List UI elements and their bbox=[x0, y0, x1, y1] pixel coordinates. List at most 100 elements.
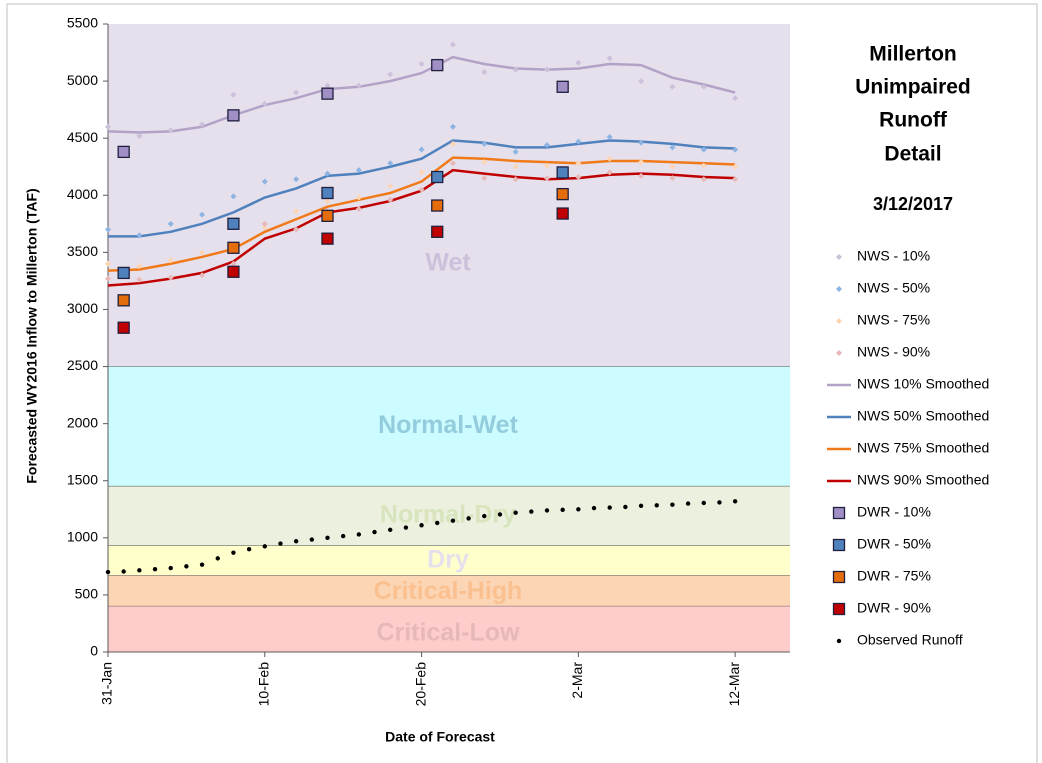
square-marker bbox=[227, 217, 240, 230]
diamond-marker bbox=[199, 211, 206, 218]
dot-marker bbox=[685, 501, 691, 506]
square-marker bbox=[431, 170, 444, 184]
legend-entry: NWS 10% Smoothed bbox=[827, 376, 989, 392]
x-tick-label: 10-Feb bbox=[255, 662, 271, 707]
dot-marker bbox=[137, 568, 142, 573]
dot-marker bbox=[325, 535, 330, 541]
dot-marker bbox=[199, 562, 205, 567]
chart-title: Detail bbox=[884, 143, 941, 166]
legend-entry: DWR - 10% bbox=[832, 504, 931, 520]
diamond-marker bbox=[387, 183, 394, 190]
diamond-marker bbox=[575, 160, 582, 167]
dot-marker bbox=[607, 505, 612, 510]
x-tick-label: 20-Feb bbox=[412, 662, 428, 707]
diamond-marker bbox=[199, 121, 206, 128]
diamond-marker bbox=[606, 134, 613, 141]
diamond-marker bbox=[638, 172, 645, 179]
dot-marker bbox=[105, 569, 111, 575]
diamond-marker bbox=[481, 175, 488, 182]
y-tick-label: 3500 bbox=[67, 243, 98, 259]
dot-marker bbox=[732, 499, 738, 504]
y-tick-label: 2000 bbox=[67, 414, 98, 430]
diamond-marker bbox=[512, 148, 519, 155]
band-label: Normal-Wet bbox=[378, 411, 519, 439]
diamond-marker bbox=[638, 139, 645, 146]
diamond-marker bbox=[543, 142, 550, 149]
diamond-marker bbox=[136, 263, 143, 270]
diamond-marker bbox=[230, 91, 237, 98]
square-marker bbox=[321, 87, 334, 100]
diamond-marker bbox=[167, 127, 174, 134]
chart-title: Runoff bbox=[879, 109, 948, 132]
dot-marker bbox=[450, 518, 456, 523]
diamond-marker bbox=[512, 163, 519, 170]
diamond-marker bbox=[105, 260, 111, 267]
dot-marker bbox=[529, 509, 534, 514]
legend-entry: NWS - 75% bbox=[836, 312, 930, 328]
band bbox=[108, 575, 790, 607]
diamond-marker bbox=[418, 186, 425, 193]
diamond-marker bbox=[481, 140, 488, 147]
square-marker bbox=[117, 294, 130, 307]
dot-marker bbox=[466, 516, 471, 521]
y-tick-label: 5000 bbox=[67, 72, 98, 88]
dot-marker bbox=[293, 539, 299, 544]
legend-label: DWR - 75% bbox=[857, 568, 931, 584]
band-label: Normal-Dry bbox=[380, 501, 516, 529]
diamond-marker bbox=[732, 146, 739, 153]
diamond-marker bbox=[105, 275, 111, 282]
diamond-marker bbox=[732, 163, 739, 170]
dot-marker bbox=[836, 638, 842, 644]
series-line bbox=[107, 55, 736, 134]
square-marker bbox=[321, 186, 334, 200]
square-marker bbox=[556, 80, 569, 93]
legend-entry: NWS 90% Smoothed bbox=[827, 472, 989, 488]
diamond-marker bbox=[449, 160, 456, 167]
diamond-marker bbox=[638, 78, 645, 85]
diamond-marker bbox=[105, 226, 111, 233]
dot-marker bbox=[497, 512, 503, 517]
diamond-marker bbox=[669, 144, 676, 151]
dot-marker bbox=[215, 556, 220, 561]
diamond-marker bbox=[700, 162, 707, 169]
square-marker bbox=[117, 145, 130, 159]
dot-marker bbox=[560, 507, 565, 513]
diamond-marker bbox=[700, 83, 707, 90]
y-tick-label: 500 bbox=[75, 586, 99, 602]
legend-label: NWS - 90% bbox=[857, 344, 930, 360]
diamond-marker bbox=[449, 123, 456, 130]
band-label: Critical-High bbox=[374, 577, 523, 605]
diamond-marker bbox=[543, 66, 550, 73]
dot-marker bbox=[638, 503, 644, 509]
dot-marker bbox=[262, 544, 267, 549]
legend-entry: NWS - 90% bbox=[836, 344, 930, 360]
dot-marker bbox=[356, 532, 362, 537]
diamond-marker bbox=[512, 176, 519, 183]
y-tick-label: 3000 bbox=[67, 300, 98, 316]
diamond-marker bbox=[449, 140, 456, 147]
y-tick-label: 0 bbox=[90, 643, 98, 659]
series-line bbox=[107, 156, 736, 272]
legend-entry: NWS - 50% bbox=[836, 280, 930, 296]
legend-entry: NWS 75% Smoothed bbox=[827, 440, 989, 456]
legend-label: NWS 90% Smoothed bbox=[857, 472, 989, 488]
diamond-marker bbox=[481, 68, 488, 75]
x-axis-title: Date of Forecast bbox=[385, 729, 495, 745]
diamond-marker bbox=[324, 82, 331, 89]
diamond-marker bbox=[512, 66, 519, 73]
square-marker bbox=[431, 199, 444, 212]
legend-label: NWS 10% Smoothed bbox=[857, 376, 989, 392]
dot-marker bbox=[513, 510, 518, 515]
diamond-marker bbox=[543, 175, 550, 182]
diamond-marker bbox=[606, 169, 613, 176]
diamond-marker bbox=[836, 350, 842, 356]
x-tick-label: 2-Mar bbox=[569, 662, 585, 699]
y-tick-label: 1500 bbox=[67, 471, 98, 487]
x-tick-label: 12-Mar bbox=[726, 662, 742, 707]
diamond-marker bbox=[324, 170, 331, 177]
dot-marker bbox=[372, 529, 377, 535]
diamond-marker bbox=[669, 163, 676, 170]
diamond-marker bbox=[230, 260, 237, 267]
series-line bbox=[108, 139, 736, 238]
dot-marker bbox=[231, 550, 236, 555]
